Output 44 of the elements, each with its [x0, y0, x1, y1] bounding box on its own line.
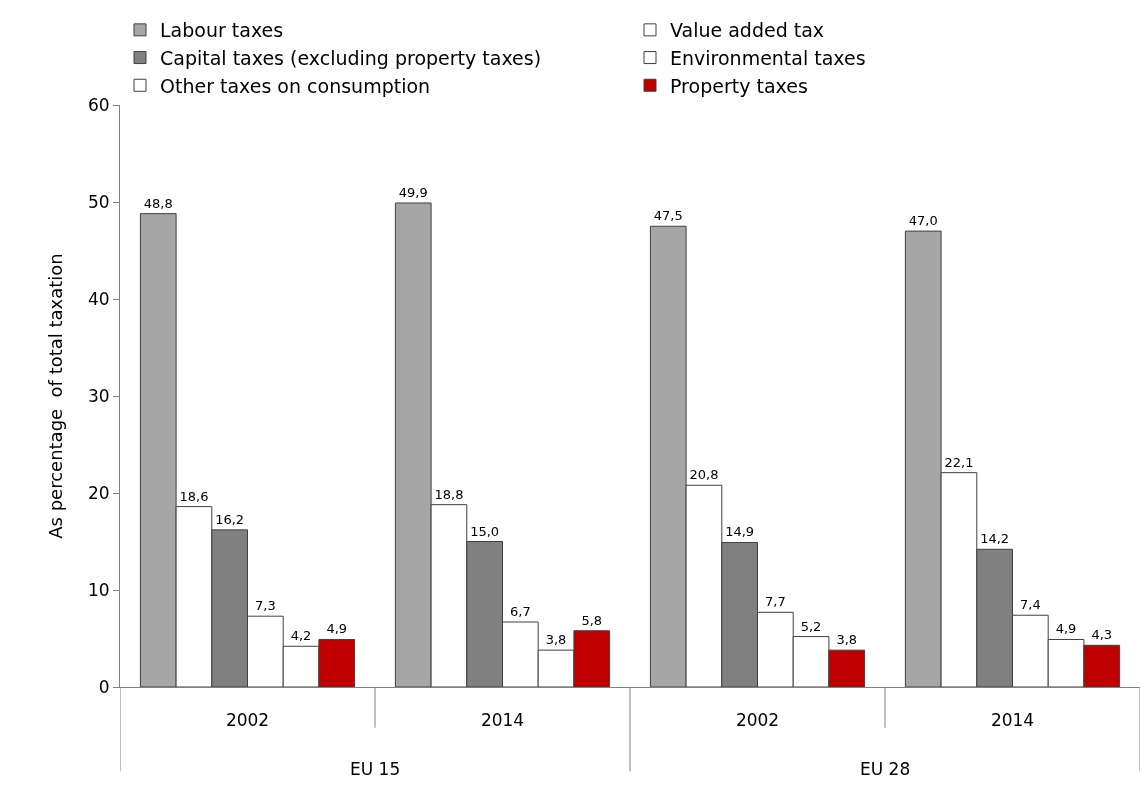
data-label: 4,2 — [290, 628, 312, 644]
x-tick-label: 2002 — [735, 710, 780, 731]
data-label: 14,2 — [980, 531, 1010, 547]
y-tick-label: 0 — [98, 676, 110, 697]
y-tick-label: 30 — [87, 385, 110, 406]
x-tick-label: 2014 — [990, 710, 1035, 731]
text: EU 15 — [350, 759, 401, 779]
data-label: 47,0 — [908, 213, 938, 229]
data-label: 15,0 — [470, 523, 500, 539]
legend-label: Labour taxes — [160, 19, 284, 42]
data-label: 49,9 — [398, 184, 428, 200]
data-label: 7,7 — [765, 594, 786, 610]
y-tick-label: 60 — [87, 94, 110, 115]
x-tick-label: 2014 — [480, 710, 525, 731]
data-label: 7,3 — [255, 598, 276, 614]
legend-label: Property taxes — [670, 74, 808, 97]
y-tick-label: 10 — [87, 579, 110, 600]
legend-label: Capital taxes (excluding property taxes) — [160, 46, 542, 69]
legend-label: Other taxes on consumption — [160, 74, 431, 97]
data-label: 3,8 — [545, 632, 567, 648]
data-label: 5,8 — [581, 612, 603, 628]
data-label: 6,7 — [510, 604, 531, 620]
data-label: 47,5 — [653, 208, 683, 224]
data-label: 4,3 — [1091, 627, 1113, 643]
data-label: 3,8 — [836, 632, 858, 648]
data-label: 18,8 — [434, 486, 464, 502]
data-label: 48,8 — [143, 195, 173, 211]
data-label: 7,4 — [1020, 597, 1041, 613]
y-tick-label: 20 — [87, 482, 110, 503]
data-label: 5,2 — [800, 618, 822, 634]
data-label: 4,9 — [326, 621, 348, 637]
legend-label: Environmental taxes — [670, 46, 866, 69]
y-axis-title: As percentage of total taxation — [45, 253, 67, 539]
data-label: 16,2 — [215, 511, 245, 527]
data-label: 4,9 — [1055, 621, 1077, 637]
x-tick-label: 2002 — [225, 710, 270, 731]
data-label: 22,1 — [944, 454, 974, 470]
text: EU 28 — [860, 759, 911, 779]
y-tick-label: 40 — [87, 288, 110, 309]
data-label: 18,6 — [179, 488, 209, 504]
data-label: 20,8 — [689, 467, 719, 483]
y-tick-label: 50 — [87, 191, 110, 212]
data-label: 14,9 — [725, 524, 755, 540]
legend-label: Value added tax — [670, 19, 825, 42]
